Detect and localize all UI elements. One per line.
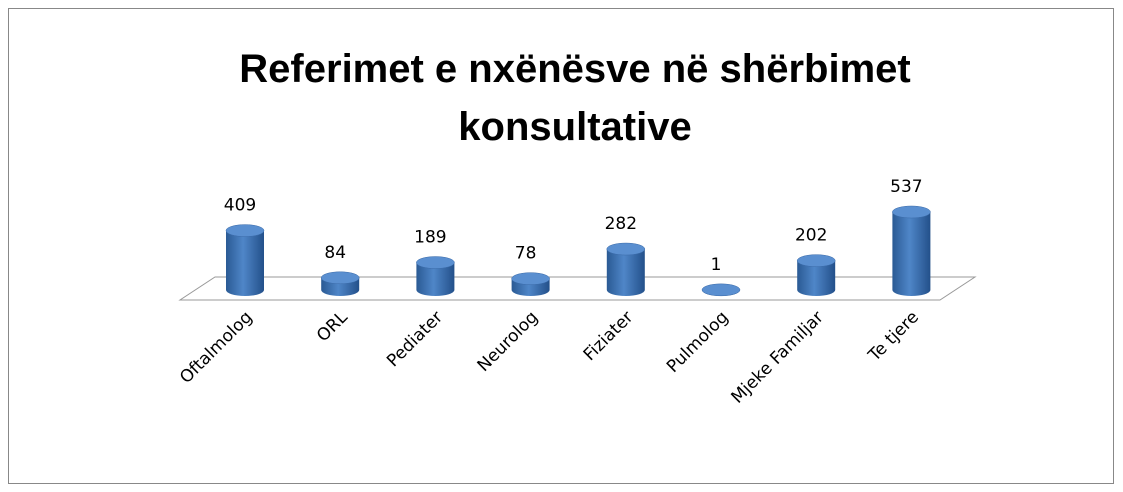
data-label: 78: [515, 244, 537, 264]
bar-top: [320, 271, 360, 285]
bar: [797, 260, 836, 296]
floor: [178, 276, 977, 301]
bar-top: [511, 272, 550, 285]
x-tick-label: Mjeke Familjar: [728, 307, 828, 407]
bar-top: [701, 283, 741, 297]
bar: [416, 262, 455, 296]
data-label: 409: [224, 196, 256, 216]
x-tick-label: Pulmolog: [663, 307, 733, 377]
data-label: 1: [711, 255, 722, 275]
x-tick-label: ORL: [313, 307, 352, 346]
bar: [226, 230, 264, 296]
x-tick-label: Neurolog: [474, 307, 543, 376]
bar: [892, 212, 931, 296]
x-tick-label: Pediater: [383, 307, 447, 371]
data-label: 282: [605, 214, 637, 234]
bar-top: [796, 254, 836, 267]
x-tick-label: Oftalmolog: [176, 307, 256, 387]
chart-title: Referimet e nxënësve në shërbimet konsul…: [239, 47, 911, 149]
data-label: 189: [414, 228, 446, 248]
chart-frame: [8, 8, 1114, 484]
bar-top: [606, 242, 646, 256]
bar-top: [416, 256, 455, 269]
bar-top: [892, 205, 931, 219]
data-label: 84: [324, 243, 346, 263]
data-label: 537: [890, 177, 922, 197]
x-tick-label: Te tjere: [864, 307, 923, 366]
bar: [606, 249, 645, 296]
data-label: 202: [795, 226, 827, 246]
x-tick-label: Fiziater: [580, 307, 638, 365]
bar-top: [225, 224, 265, 237]
